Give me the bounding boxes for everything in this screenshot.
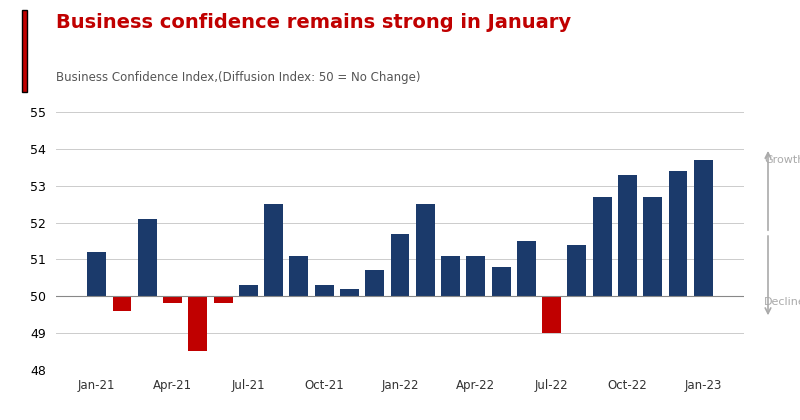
Bar	[314, 285, 334, 296]
Bar	[567, 244, 586, 296]
Bar	[214, 296, 233, 303]
Bar	[163, 296, 182, 303]
Bar	[416, 204, 434, 296]
Bar	[643, 197, 662, 296]
Bar	[239, 285, 258, 296]
Bar	[113, 296, 131, 311]
Text: Business confidence remains strong in January: Business confidence remains strong in Ja…	[56, 13, 571, 32]
Bar	[390, 234, 410, 296]
Text: Business Confidence Index,(Diffusion Index: 50 = No Change): Business Confidence Index,(Diffusion Ind…	[56, 71, 421, 84]
Bar	[517, 241, 536, 296]
Bar	[87, 252, 106, 296]
Bar	[138, 219, 157, 296]
Bar	[466, 256, 486, 296]
Bar	[618, 175, 637, 296]
Bar	[542, 296, 561, 333]
Bar	[492, 267, 510, 296]
Bar	[694, 160, 713, 296]
Bar	[264, 204, 283, 296]
Text: Growth: Growth	[764, 155, 800, 165]
Bar	[593, 197, 612, 296]
Bar	[188, 296, 207, 351]
Bar	[366, 270, 384, 296]
Bar	[441, 256, 460, 296]
Bar	[290, 256, 308, 296]
Bar	[669, 171, 687, 296]
Text: Decline: Decline	[764, 297, 800, 307]
Bar	[340, 289, 359, 296]
